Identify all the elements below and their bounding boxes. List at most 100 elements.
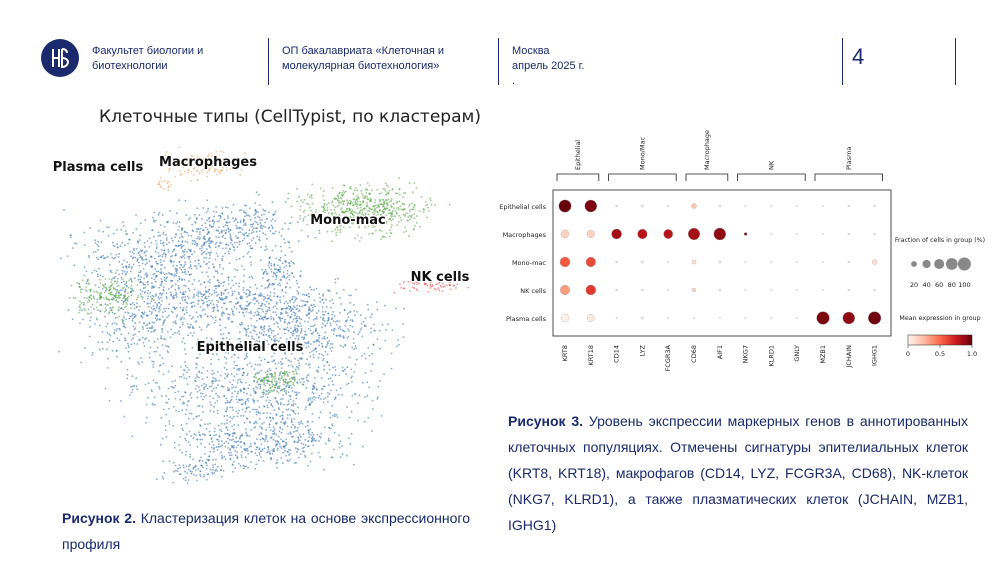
umap-point: [135, 298, 138, 301]
umap-point: [140, 255, 142, 258]
umap-point: [289, 301, 291, 303]
umap-point: [349, 301, 351, 304]
umap-point: [157, 235, 160, 237]
umap-point: [104, 315, 106, 318]
umap-point: [162, 272, 165, 274]
umap-point: [227, 160, 230, 163]
umap-point: [221, 259, 224, 262]
umap-point: [246, 307, 249, 310]
umap-point: [256, 380, 259, 383]
umap-point: [289, 286, 292, 289]
umap-point: [360, 236, 363, 239]
umap-point: [343, 191, 346, 194]
umap-point: [396, 345, 398, 347]
umap-point: [220, 230, 223, 233]
umap-point: [101, 284, 104, 286]
umap-point: [255, 448, 257, 451]
umap-point: [98, 267, 100, 270]
umap-point: [325, 346, 327, 348]
umap-point: [246, 374, 249, 377]
umap-point: [321, 326, 323, 329]
umap-point: [346, 406, 348, 408]
umap-point: [165, 295, 168, 298]
umap-point: [221, 306, 223, 309]
umap-point: [301, 342, 304, 345]
umap-point: [294, 328, 297, 330]
umap-point: [306, 425, 309, 427]
umap-point: [215, 379, 218, 382]
umap-point: [308, 309, 311, 311]
umap-point: [208, 430, 211, 433]
umap-point: [217, 293, 220, 296]
umap-point: [292, 383, 294, 386]
umap-point: [221, 422, 223, 425]
umap-point: [262, 412, 265, 415]
umap-point: [222, 234, 225, 237]
umap-point: [269, 386, 272, 389]
umap-point: [83, 274, 86, 277]
umap-point: [247, 214, 250, 217]
umap-point: [235, 436, 238, 439]
umap-point: [248, 346, 251, 349]
umap-point: [309, 428, 312, 430]
umap-point: [205, 226, 208, 229]
umap-point: [213, 472, 216, 474]
date: апрель 2025 г.: [512, 60, 585, 72]
umap-point: [115, 291, 118, 293]
umap-point: [219, 374, 222, 377]
umap-point: [85, 270, 88, 273]
umap-point: [213, 434, 216, 437]
umap-point: [144, 246, 146, 248]
umap-point: [238, 311, 241, 314]
umap-point: [166, 276, 169, 278]
umap-point: [358, 240, 361, 243]
umap-point: [299, 205, 302, 208]
umap-point: [153, 235, 155, 238]
umap-point: [229, 420, 232, 423]
umap-point: [418, 277, 421, 280]
umap-point: [338, 215, 341, 217]
umap-point: [132, 263, 135, 266]
umap-point: [115, 272, 117, 275]
umap-point: [261, 448, 264, 451]
umap-point: [258, 378, 261, 381]
umap-point: [227, 352, 230, 354]
umap-point: [272, 449, 275, 452]
umap-point: [228, 438, 231, 441]
umap-point: [194, 241, 197, 244]
umap-point: [163, 319, 166, 322]
umap-point: [352, 342, 355, 344]
umap-point: [216, 470, 219, 472]
umap-point: [215, 229, 218, 232]
umap-point: [308, 306, 310, 308]
umap-point: [249, 247, 252, 250]
umap-point: [226, 429, 229, 431]
umap-point: [217, 170, 220, 173]
umap-point: [271, 227, 274, 230]
umap-point: [321, 222, 324, 225]
umap-point: [290, 404, 293, 406]
umap-point: [290, 313, 293, 316]
umap-point: [209, 450, 212, 453]
umap-point: [229, 401, 232, 404]
umap-point: [221, 457, 224, 460]
umap-point: [283, 370, 286, 373]
umap-point: [371, 216, 373, 219]
umap-point: [390, 197, 393, 200]
umap-point: [312, 356, 315, 359]
umap-point: [159, 255, 161, 257]
umap-point: [212, 387, 215, 390]
umap-point: [288, 261, 290, 264]
umap-point: [380, 230, 383, 232]
umap-point: [105, 309, 107, 311]
umap-point: [188, 465, 190, 467]
umap-point: [358, 211, 361, 214]
umap-point: [151, 294, 154, 297]
umap-point: [291, 390, 294, 392]
umap-point: [398, 214, 400, 217]
umap-point: [201, 405, 204, 408]
umap-point: [366, 381, 369, 384]
umap-point: [168, 288, 170, 290]
umap-point: [380, 192, 382, 195]
umap-point: [236, 392, 239, 395]
